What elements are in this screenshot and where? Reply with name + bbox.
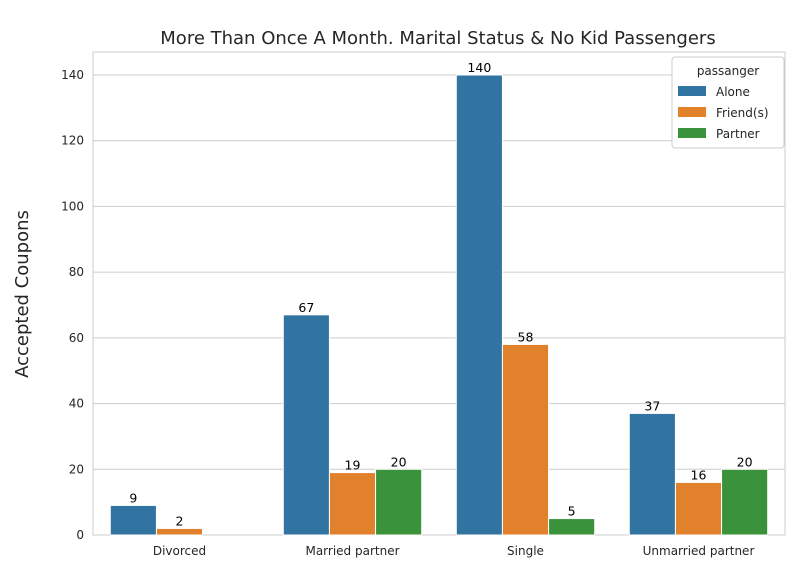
bar — [674, 481, 723, 536]
x-tick-label: Divorced — [153, 544, 206, 558]
y-axis-label: Accepted Coupons — [12, 210, 33, 378]
bar — [721, 468, 769, 536]
y-tick-label: 40 — [69, 397, 84, 411]
y-tick-label: 0 — [76, 528, 84, 542]
legend-swatch — [678, 107, 706, 117]
data-label: 19 — [345, 458, 361, 473]
bars — [109, 74, 769, 536]
legend-swatch — [678, 128, 706, 138]
y-tick-label: 80 — [69, 265, 84, 279]
x-tick-label: Unmarried partner — [643, 544, 755, 558]
legend-label: Alone — [716, 85, 750, 99]
bar — [282, 314, 330, 536]
data-label: 140 — [467, 60, 491, 75]
bar — [548, 518, 596, 536]
y-tick-label: 120 — [61, 134, 84, 148]
x-tick-label: Married partner — [305, 544, 399, 558]
data-labels: 9 2 67 19 20 140 58 5 37 16 20 — [129, 60, 752, 528]
bar — [328, 472, 377, 536]
y-tick-label: 60 — [69, 331, 84, 345]
legend-label: Partner — [716, 127, 760, 141]
data-label: 20 — [391, 454, 407, 469]
axis-ticks: 0 20 40 60 80 100 120 140 Divorced Married partne… — [61, 68, 754, 558]
bar — [455, 74, 503, 536]
legend-swatch — [678, 86, 706, 96]
bar — [501, 343, 550, 536]
legend-box — [671, 56, 785, 149]
y-tick-label: 20 — [69, 462, 84, 476]
data-label: 58 — [518, 329, 534, 344]
bar — [155, 527, 204, 536]
chart-title: More Than Once A Month. Marital Status &… — [160, 28, 715, 49]
bar — [109, 504, 157, 536]
x-tick-label: Single — [507, 544, 544, 558]
data-label: 37 — [644, 398, 660, 413]
legend-label: Friend(s) — [716, 106, 769, 120]
y-tick-label: 100 — [61, 199, 84, 213]
data-label: 2 — [176, 513, 184, 528]
bar — [375, 468, 423, 536]
data-label: 67 — [298, 300, 314, 315]
legend: passanger Alone Friend(s) Partner — [671, 56, 785, 149]
data-label: 5 — [568, 504, 576, 519]
plot-frame — [92, 51, 786, 536]
data-label: 20 — [737, 454, 753, 469]
y-tick-label: 140 — [61, 68, 84, 82]
bar — [628, 412, 676, 536]
data-label: 16 — [691, 467, 707, 482]
data-label: 9 — [129, 490, 137, 505]
legend-title: passanger — [697, 64, 759, 78]
